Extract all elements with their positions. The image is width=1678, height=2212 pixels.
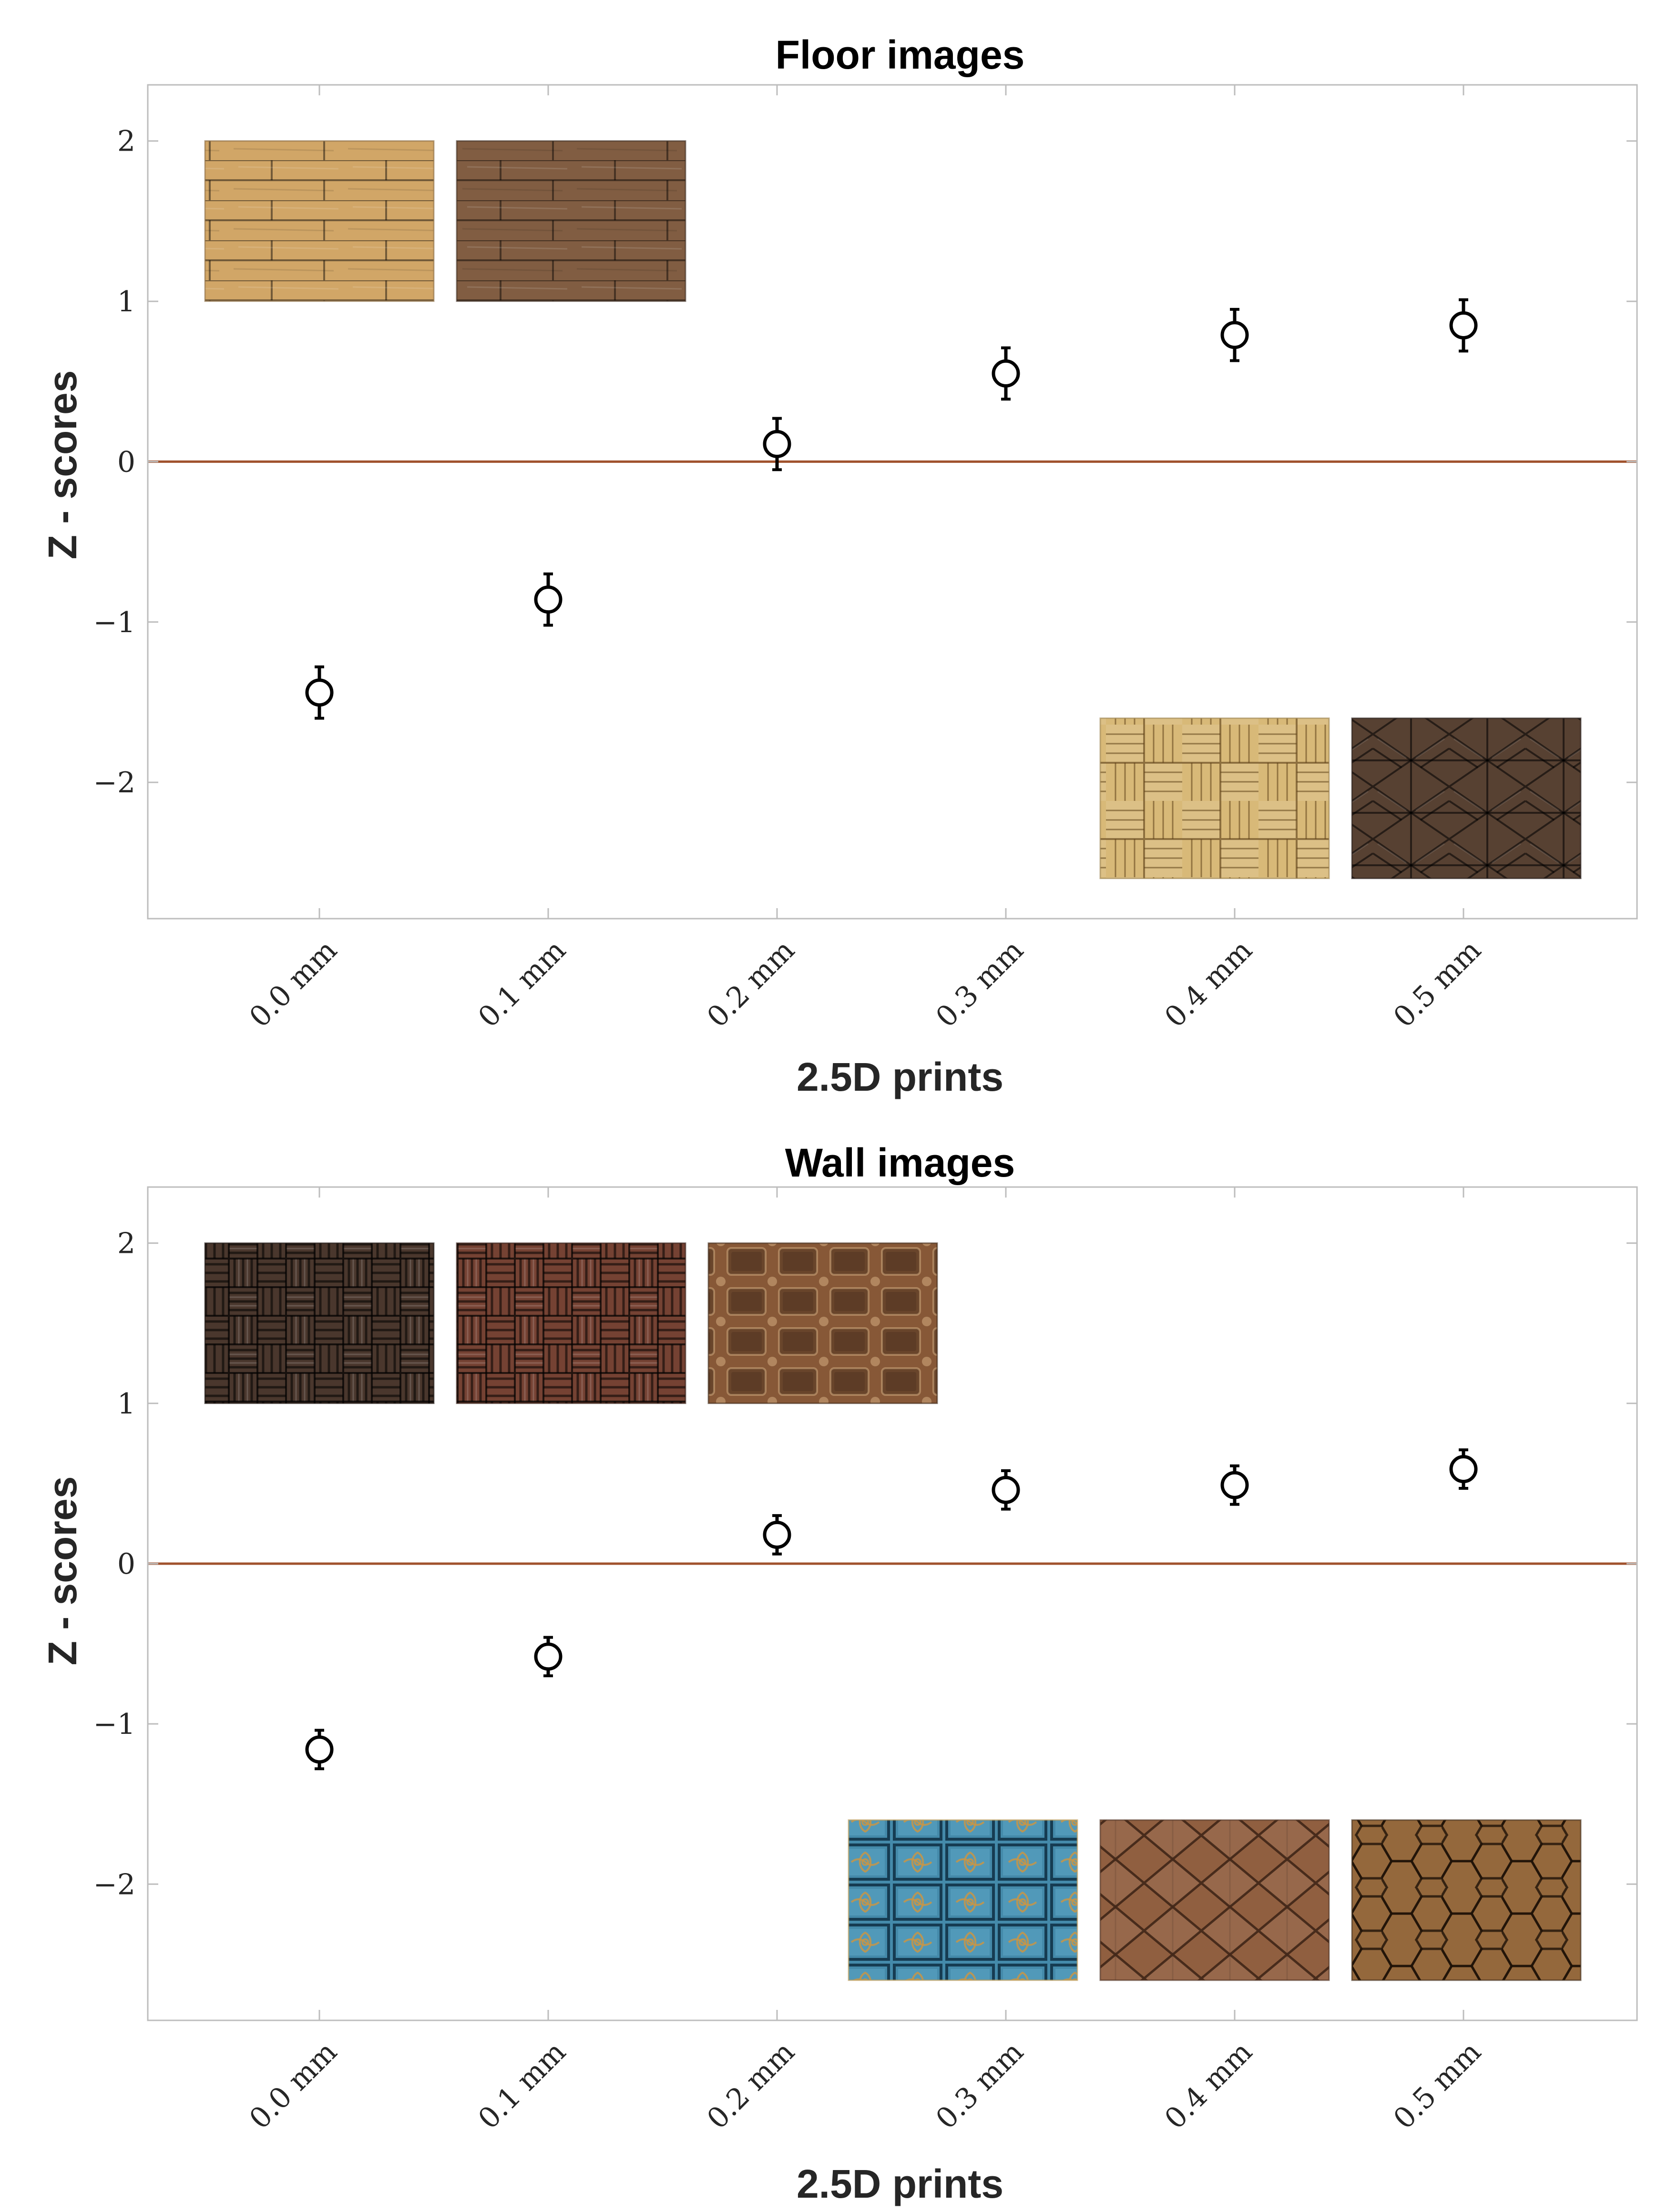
- y-tick-label: −2: [93, 1868, 135, 1901]
- red-wood-weave-texture: [456, 1242, 686, 1404]
- data-points: [305, 298, 1478, 720]
- marker: [534, 585, 563, 614]
- y-tick-label: 2: [117, 125, 135, 158]
- data-point: [1449, 1448, 1478, 1490]
- x-tick-label: 0.0 mm: [243, 933, 344, 1034]
- x-tick-label: 0.0 mm: [243, 2035, 344, 2136]
- data-point: [992, 346, 1020, 401]
- wood-diamond-shingles-texture: [1099, 1819, 1330, 1981]
- y-tick-label: 1: [117, 285, 135, 318]
- data-point: [992, 1469, 1020, 1511]
- y-tick-label: 1: [117, 1387, 135, 1421]
- marker: [992, 1475, 1020, 1504]
- y-tick-label: 0: [117, 1547, 135, 1581]
- data-points: [305, 1448, 1478, 1771]
- x-tick-label: 0.5 mm: [1387, 2035, 1488, 2136]
- marker: [763, 430, 791, 458]
- data-point: [305, 665, 334, 720]
- x-tick-label: 0.1 mm: [472, 933, 573, 1034]
- chart-title: Floor images: [776, 32, 1025, 77]
- marker: [763, 1520, 791, 1549]
- x-tick-label: 0.3 mm: [930, 933, 1030, 1034]
- data-point: [763, 417, 791, 471]
- wall-images-panel: Wall images −2 −1 0 1 2 0.0 mm 0.1 mm 0.2 mm 0.…: [40, 1140, 1638, 2206]
- x-tick-label: 0.4 mm: [1158, 933, 1259, 1034]
- wood-hexagon-tiles-texture: [1351, 1819, 1582, 1981]
- marker: [305, 678, 334, 707]
- data-point: [534, 1636, 563, 1678]
- marker: [992, 359, 1020, 388]
- data-point: [1449, 298, 1478, 353]
- x-tick-label: 0.2 mm: [701, 933, 801, 1034]
- marker: [1449, 1455, 1478, 1484]
- dark-wood-planks-texture: [456, 140, 686, 302]
- x-axis-label: 2.5D prints: [797, 1055, 1003, 1099]
- y-tick-label: −1: [93, 1708, 135, 1741]
- coffered-wood-texture: [707, 1242, 938, 1404]
- marker: [1220, 321, 1249, 349]
- data-point: [1220, 307, 1249, 362]
- floor-images-panel: Floor images −2 −1 0 1 2 0.0 mm 0.1 mm 0.2 mm 0…: [40, 32, 1638, 1099]
- x-tick-label: 0.5 mm: [1387, 933, 1488, 1034]
- x-tick-label: 0.2 mm: [701, 2035, 801, 2136]
- light-parquet-texture: [1099, 717, 1330, 880]
- marker: [534, 1642, 563, 1671]
- y-axis-label: Z - scores: [40, 1476, 85, 1666]
- light-wood-planks-texture: [204, 140, 435, 302]
- texture-thumbnails: [204, 1242, 1582, 1981]
- data-point: [1220, 1464, 1249, 1506]
- y-axis-label: Z - scores: [40, 370, 85, 560]
- y-axis-ticks: −2 −1 0 1 2: [93, 125, 1637, 799]
- data-point: [763, 1514, 791, 1556]
- data-point: [534, 572, 563, 627]
- x-axis-label: 2.5D prints: [797, 2161, 1003, 2206]
- y-tick-label: −1: [93, 606, 135, 639]
- y-tick-label: −2: [93, 766, 135, 799]
- marker: [1220, 1471, 1249, 1499]
- x-tick-label: 0.1 mm: [472, 2035, 573, 2136]
- x-tick-label: 0.4 mm: [1158, 2035, 1259, 2136]
- chart-title: Wall images: [785, 1140, 1015, 1185]
- axes-box: [147, 84, 1638, 920]
- x-tick-label: 0.3 mm: [930, 2035, 1030, 2136]
- y-axis-ticks: −2 −1 0 1 2: [93, 1227, 1637, 1901]
- marker: [1449, 311, 1478, 340]
- dark-herringbone-texture: [1351, 717, 1582, 880]
- blue-ornate-tiles-texture: [848, 1819, 1078, 1981]
- y-tick-label: 2: [117, 1227, 135, 1260]
- data-point: [305, 1729, 334, 1771]
- dark-weave-panel-texture: [204, 1242, 435, 1404]
- y-tick-label: 0: [117, 445, 135, 479]
- texture-thumbnails: [204, 140, 1582, 880]
- marker: [305, 1735, 334, 1764]
- axes-box: [147, 1186, 1638, 2021]
